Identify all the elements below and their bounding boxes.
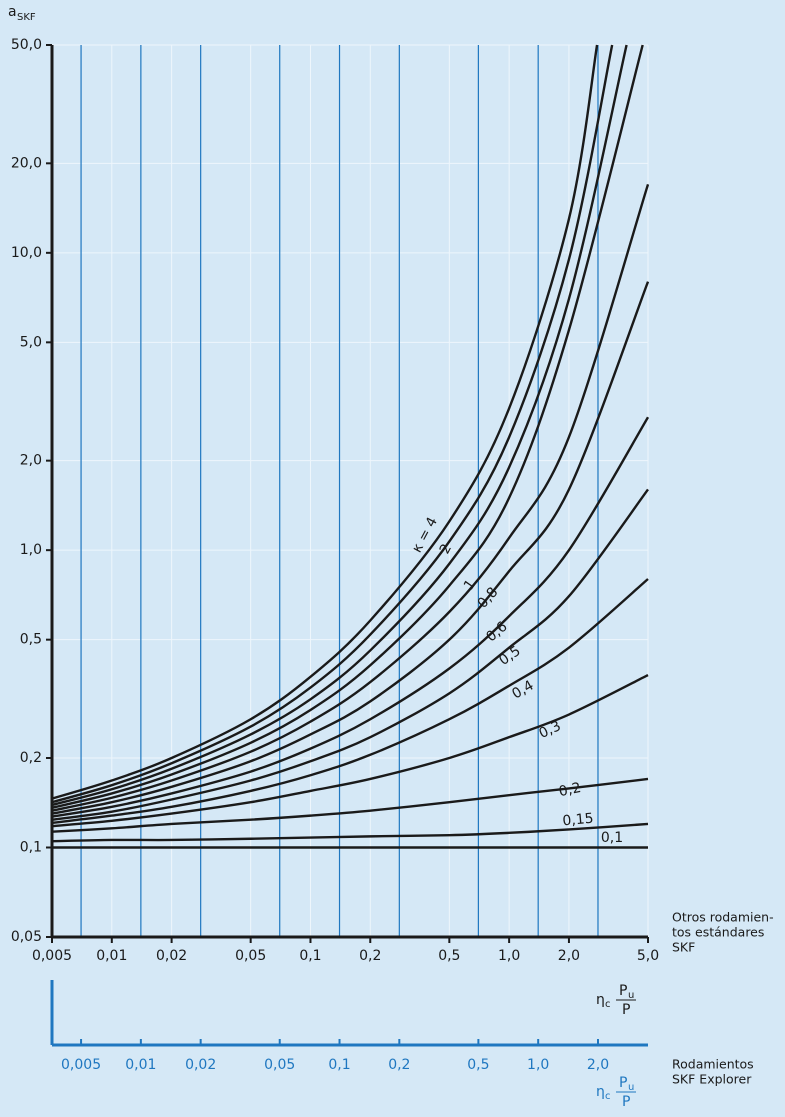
x2-tick-label: 0,005	[61, 1057, 101, 1073]
x-label-num-sub: u	[628, 1082, 634, 1093]
x-tick-label: 1,0	[498, 948, 520, 964]
curve	[52, 44, 644, 809]
x2-tick-label: 1,0	[527, 1057, 549, 1073]
x2-tick-label: 0,2	[388, 1057, 410, 1073]
curve	[52, 44, 628, 807]
x2-tick-label: 2,0	[587, 1057, 609, 1073]
note: tos estándares	[672, 925, 764, 940]
x-tick-label: 0,5	[438, 948, 460, 964]
curve-label: 0,1	[601, 830, 623, 846]
x-label-num: P	[619, 1075, 627, 1091]
x-label-num-sub: u	[628, 990, 634, 1001]
curve	[52, 44, 614, 804]
x2-tick-label: 0,5	[467, 1057, 489, 1073]
curve-label: 0,2	[557, 780, 582, 800]
x-tick-label: 0,2	[359, 948, 381, 964]
x-label-eta: η	[596, 1084, 605, 1100]
y-tick-label: 2,0	[20, 453, 42, 469]
y-tick-label: 10,0	[11, 245, 42, 261]
x-label-eta: η	[596, 992, 605, 1008]
x2-tick-label: 0,02	[185, 1057, 216, 1073]
y-tick-label: 0,1	[20, 839, 42, 855]
y-tick-label: 50,0	[11, 37, 42, 53]
curve	[52, 44, 599, 800]
x-label-eta-sub: c	[605, 999, 611, 1010]
x-tick-label: 0,005	[32, 948, 72, 964]
curve	[52, 183, 649, 812]
curve	[52, 281, 649, 815]
x-tick-label: 2,0	[558, 948, 580, 964]
note: SKF Explorer	[672, 1072, 752, 1087]
y-tick-label: 0,5	[20, 632, 42, 648]
x-label-num: P	[619, 983, 627, 999]
curve	[52, 416, 649, 818]
y-tick-label: 20,0	[11, 155, 42, 171]
x-label-eta-sub: c	[605, 1091, 611, 1102]
curve-label: 0,15	[562, 811, 594, 830]
note: Otros rodamien-	[672, 910, 774, 925]
y-tick-label: 1,0	[20, 542, 42, 558]
curve	[52, 822, 649, 843]
curve	[52, 488, 649, 821]
curve	[52, 578, 649, 825]
note: Rodamientos	[672, 1057, 754, 1072]
y-label-sub: SKF	[17, 12, 36, 23]
x2-tick-label: 0,1	[328, 1057, 350, 1073]
x-tick-label: 0,01	[96, 948, 127, 964]
x2-tick-label: 0,05	[264, 1057, 295, 1073]
x-label-den: P	[622, 1002, 630, 1018]
x-tick-label: 0,02	[156, 948, 187, 964]
note: SKF	[672, 940, 695, 955]
x2-tick-label: 0,01	[125, 1057, 156, 1073]
x-tick-label: 0,1	[299, 948, 321, 964]
y-tick-label: 0,2	[20, 750, 42, 766]
x-label-den: P	[622, 1094, 630, 1110]
y-tick-label: 5,0	[20, 334, 42, 350]
y-tick-label: 0,05	[11, 929, 42, 945]
y-label: a	[8, 4, 17, 20]
x-tick-label: 5,0	[637, 948, 659, 964]
curve	[52, 777, 649, 833]
curve	[52, 674, 649, 828]
x-tick-label: 0,05	[235, 948, 266, 964]
